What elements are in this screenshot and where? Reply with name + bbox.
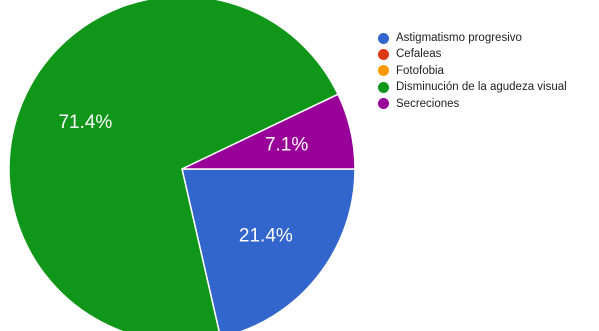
legend-swatch xyxy=(378,65,389,77)
slice-label-secreciones: 7.1% xyxy=(265,135,308,156)
legend-item-astigmatismo-progresivo: Astigmatismo progresivo xyxy=(378,30,567,46)
pie-slice-disminucion-de-la-agudeza-visual xyxy=(8,0,340,331)
legend-label: Astigmatismo progresivo xyxy=(396,32,522,44)
legend-item-disminucion-de-la-agudeza-visual: Disminución de la agudeza visual xyxy=(378,79,567,95)
slice-label-disminucion-de-la-agudeza-visual: 71.4% xyxy=(58,112,112,133)
legend: Astigmatismo progresivo Cefaleas Fotofobia… xyxy=(378,30,567,112)
legend-swatch xyxy=(378,32,389,44)
legend-label: Disminución de la agudeza visual xyxy=(396,81,567,94)
legend-item-cefaleas: Cefaleas xyxy=(378,46,567,62)
legend-swatch xyxy=(378,98,389,110)
pie-slice-secreciones xyxy=(181,93,356,170)
legend-label: Fotofobia xyxy=(396,64,444,77)
legend-swatch xyxy=(378,48,389,60)
pie-slice-labels: 21.4% 71.4% 7.1% xyxy=(58,112,308,246)
legend-swatch xyxy=(378,81,389,93)
slice-label-astigmatismo-progresivo: 21.4% xyxy=(239,225,293,246)
legend-item-fotofobia: Fotofobia xyxy=(378,63,567,79)
legend-label: Secreciones xyxy=(396,97,460,110)
legend-item-secreciones: Secreciones xyxy=(378,96,567,112)
pie-slices xyxy=(8,0,356,331)
pie-slice-astigmatismo-progresivo xyxy=(181,168,356,331)
legend-label: Cefaleas xyxy=(396,48,442,61)
